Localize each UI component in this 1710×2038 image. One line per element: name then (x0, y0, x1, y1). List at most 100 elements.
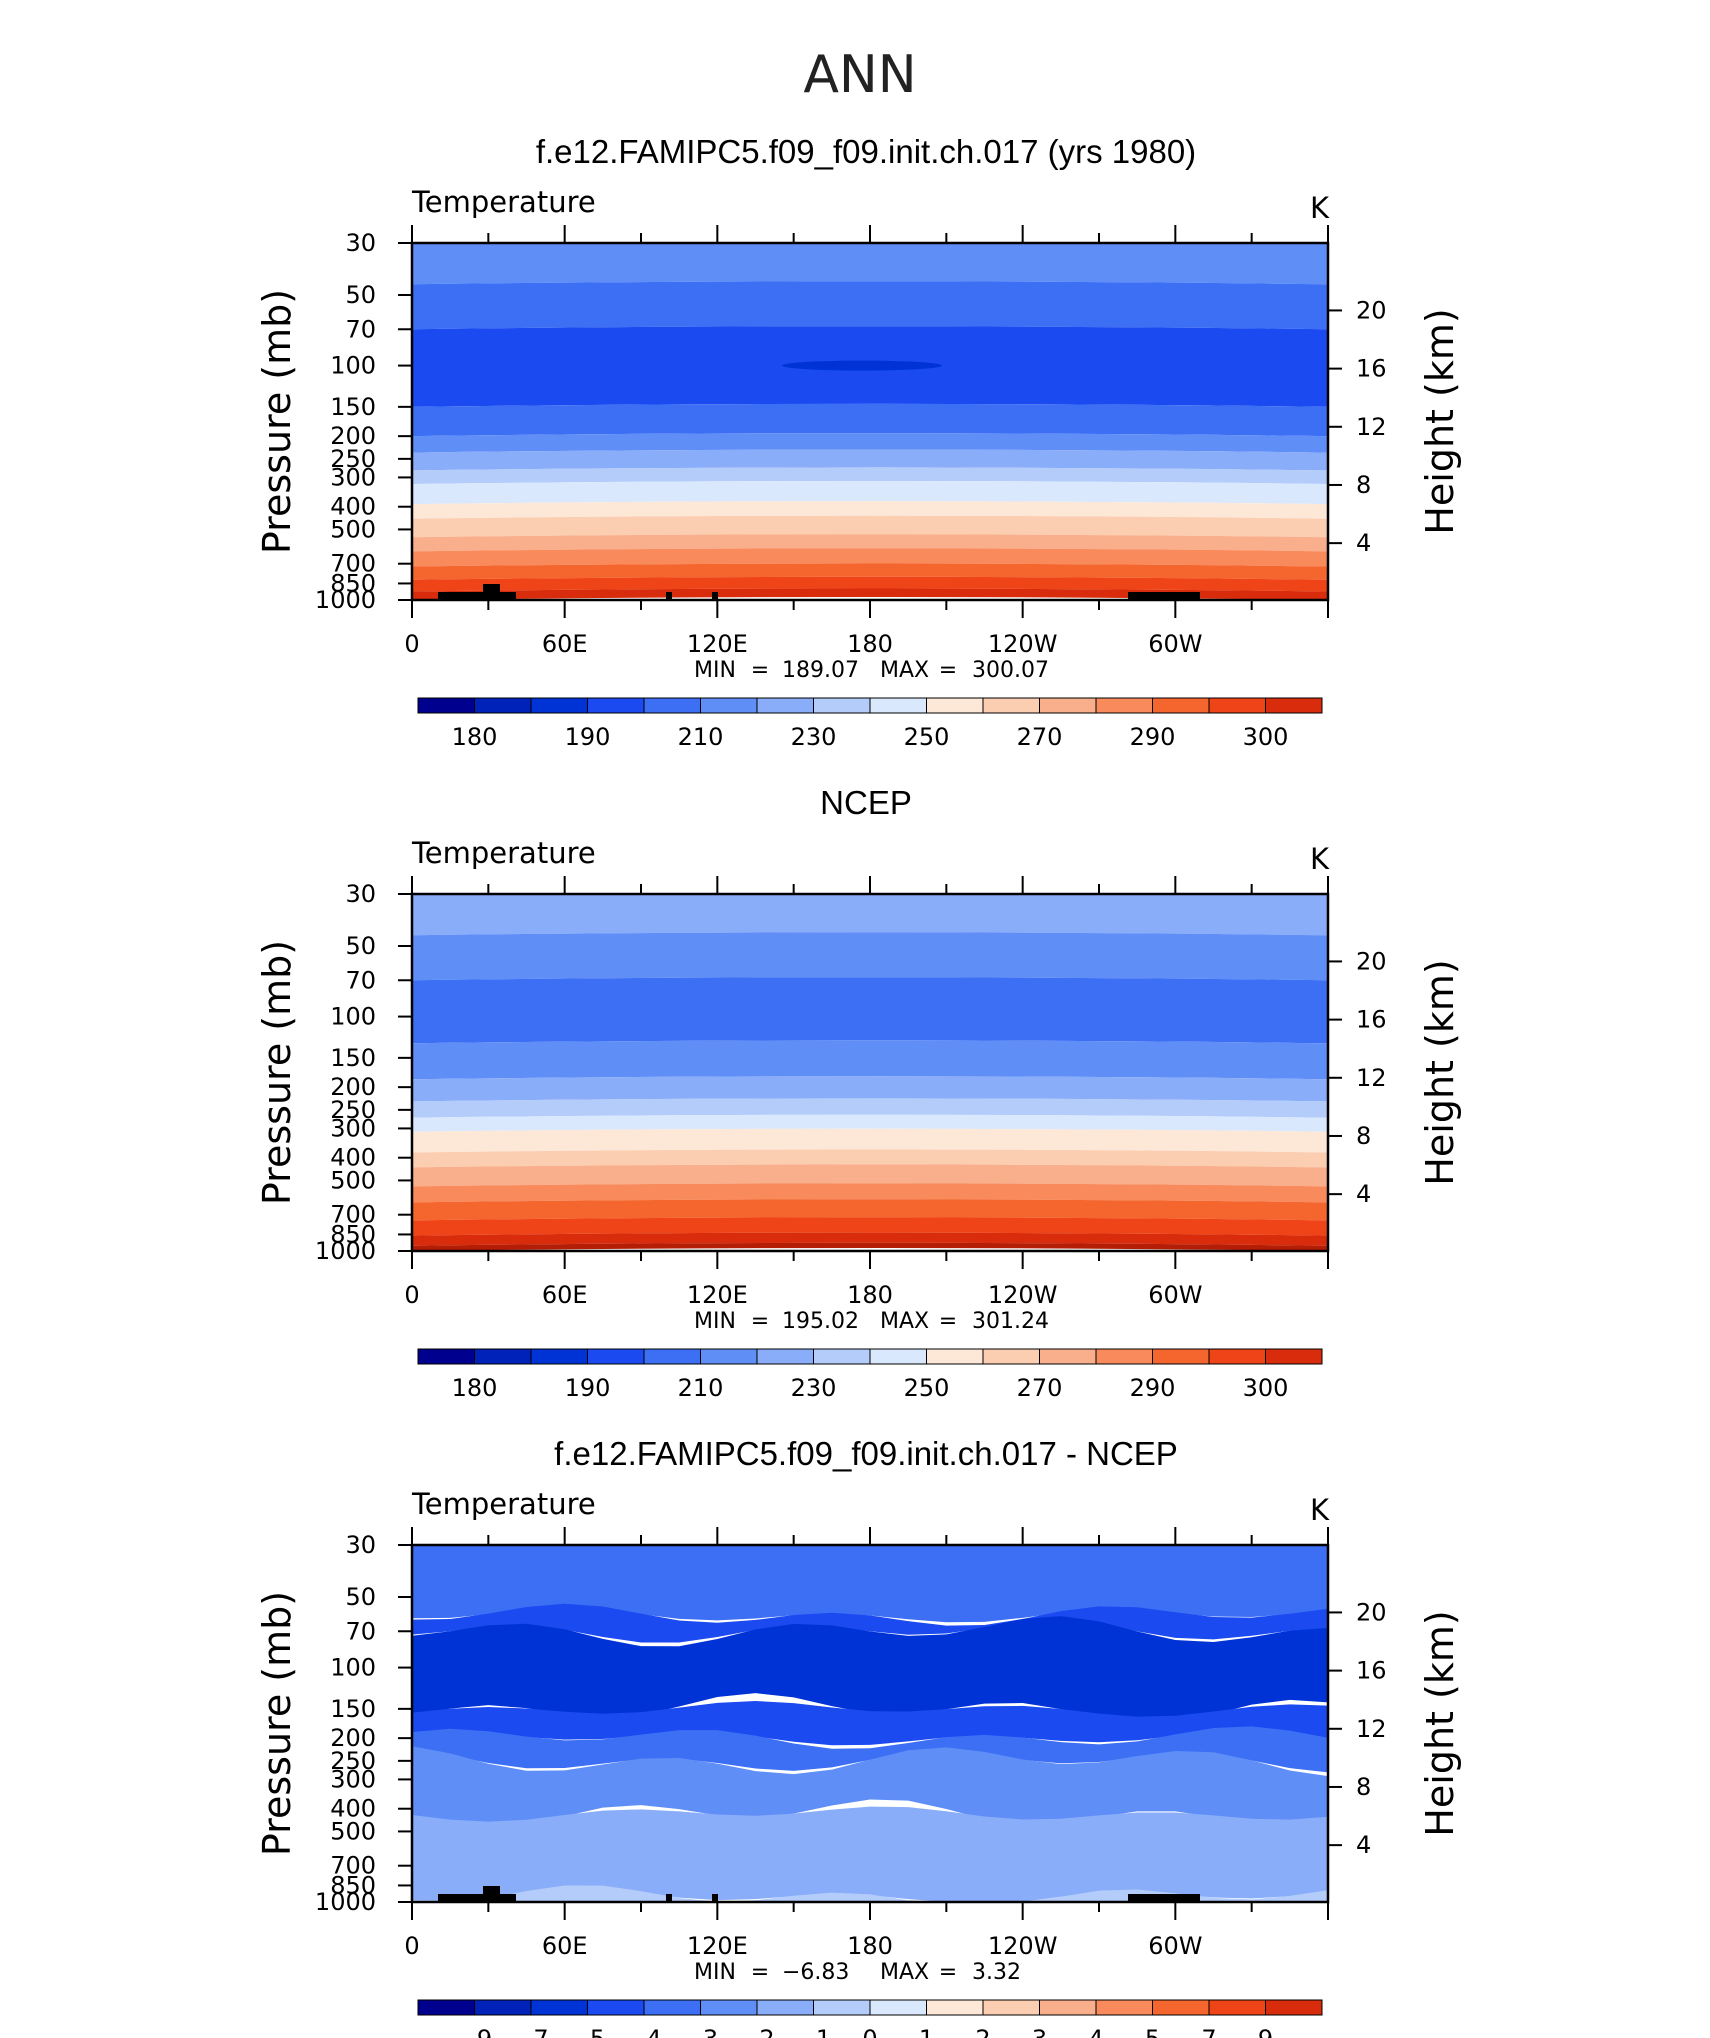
y-right-tick-label: 4 (1356, 1180, 1371, 1208)
x-tick-label: 60E (542, 1281, 588, 1309)
y-axis-label: Pressure (mb) (255, 289, 299, 554)
y-tick-label: 250 (330, 445, 376, 473)
contour-band (412, 467, 1328, 484)
y-tick-label: 500 (330, 515, 376, 543)
panel-title: NCEP (820, 784, 912, 821)
y-tick-label: 100 (330, 352, 376, 380)
x-tick-label: 120E (687, 1932, 748, 1960)
contour-band (412, 1128, 1328, 1153)
min-value: 195.02 (782, 1309, 859, 1334)
y-tick-label: 700 (330, 550, 376, 578)
colorbar-label: −9 (457, 2025, 492, 2038)
y-tick-label: 500 (330, 1817, 376, 1845)
colorbar-label: −1 (796, 2025, 831, 2038)
colorbar-box (1265, 697, 1323, 714)
y-tick-label: 30 (345, 229, 376, 257)
contour-band (412, 1746, 1328, 1830)
topography-mask (712, 592, 718, 600)
contour-band (412, 1183, 1328, 1203)
y-tick-label: 850 (330, 569, 376, 597)
topography-mask (483, 584, 500, 600)
colorbar-box (1039, 697, 1097, 714)
colorbar-box (982, 1999, 1040, 2016)
contour-cell (782, 360, 942, 371)
contour-band (412, 403, 1328, 437)
colorbar-box (1208, 1348, 1266, 1365)
y-tick-label: 300 (330, 463, 376, 491)
panel-2: NCEP Temperature K 0 60E 120E 180 120W 60W 30 50 70… (255, 784, 1462, 1402)
y-tick-label: 200 (330, 1724, 376, 1752)
min-label: MIN (694, 1309, 736, 1334)
contour-band (412, 501, 1328, 519)
y-right-axis-label: Height (km) (1418, 308, 1462, 534)
y-tick-label: 1000 (315, 1237, 376, 1265)
x-tick-label: 60W (1148, 630, 1202, 658)
colorbar-label: 230 (791, 723, 837, 751)
equals-sign: = (751, 1960, 769, 1985)
contour-band (412, 534, 1328, 552)
colorbar-box (1039, 1348, 1097, 1365)
colorbar-box (869, 1348, 927, 1365)
max-label: MAX (880, 658, 929, 683)
colorbar-box (417, 697, 475, 714)
x-tick-label: 60W (1148, 1932, 1202, 1960)
colorbar-label: 180 (452, 723, 498, 751)
colorbar-label: 190 (565, 723, 611, 751)
variable-label: Temperature (411, 1487, 596, 1521)
contour-band (412, 576, 1328, 592)
x-tick-label: 120W (988, 630, 1058, 658)
y-right-tick-label: 8 (1356, 471, 1371, 499)
colorbar-box (813, 1999, 871, 2016)
y-right-tick-label: 20 (1356, 947, 1387, 975)
y-tick-label: 700 (330, 1852, 376, 1880)
contour-band (412, 1040, 1328, 1080)
contour-band (412, 1149, 1328, 1168)
colorbar-label: 2 (975, 2025, 990, 2038)
y-tick-label: 850 (330, 1871, 376, 1899)
colorbar-box (813, 697, 871, 714)
y-tick-label: 850 (330, 1220, 376, 1248)
y-right-tick-label: 8 (1356, 1773, 1371, 1801)
colorbar-box (869, 697, 927, 714)
colorbar-label: 3 (1032, 2025, 1047, 2038)
contour-band (412, 1164, 1328, 1187)
contour-band (412, 977, 1328, 1044)
colorbar-label: −5 (570, 2025, 605, 2038)
y-tick-label: 50 (345, 1583, 376, 1611)
colorbar-box (756, 697, 814, 714)
y-tick-label: 30 (345, 880, 376, 908)
y-tick-label: 200 (330, 1073, 376, 1101)
y-right-tick-label: 12 (1356, 1064, 1387, 1092)
y-tick-label: 300 (330, 1765, 376, 1793)
colorbar-box (700, 697, 758, 714)
colorbar-box (1265, 1999, 1323, 2016)
colorbar-box (813, 1348, 871, 1365)
colorbar-box (1095, 1348, 1153, 1365)
colorbar-box (474, 1999, 532, 2016)
colorbar-label: 7 (1201, 2025, 1216, 2038)
variable-label: Temperature (411, 185, 596, 219)
topography-mask (438, 592, 516, 600)
max-label: MAX (880, 1960, 929, 1985)
colorbar-label: 250 (904, 1374, 950, 1402)
colorbar-box (1208, 697, 1266, 714)
colorbar-box (643, 1348, 701, 1365)
y-tick-label: 200 (330, 422, 376, 450)
colorbar-box (700, 1999, 758, 2016)
panel-3: f.e12.FAMIPC5.f09_f09.init.ch.017 - NCEP… (255, 1435, 1462, 2038)
colorbar-label: 290 (1130, 723, 1176, 751)
colorbar-box (530, 1348, 588, 1365)
colorbar-label: 0 (862, 2025, 877, 2038)
contour-band (412, 1616, 1328, 1725)
units-label: K (1310, 1493, 1330, 1527)
equals-sign: = (939, 658, 957, 683)
min-label: MIN (694, 1960, 736, 1985)
contour-band (412, 1114, 1328, 1132)
colorbar-box (417, 1999, 475, 2016)
y-right-tick-label: 16 (1356, 1006, 1387, 1034)
colorbar-label: 5 (1145, 2025, 1160, 2038)
contour-band (412, 433, 1328, 453)
y-right-tick-label: 12 (1356, 413, 1387, 441)
colorbar-label: 9 (1258, 2025, 1273, 2038)
colorbar-label: 290 (1130, 1374, 1176, 1402)
